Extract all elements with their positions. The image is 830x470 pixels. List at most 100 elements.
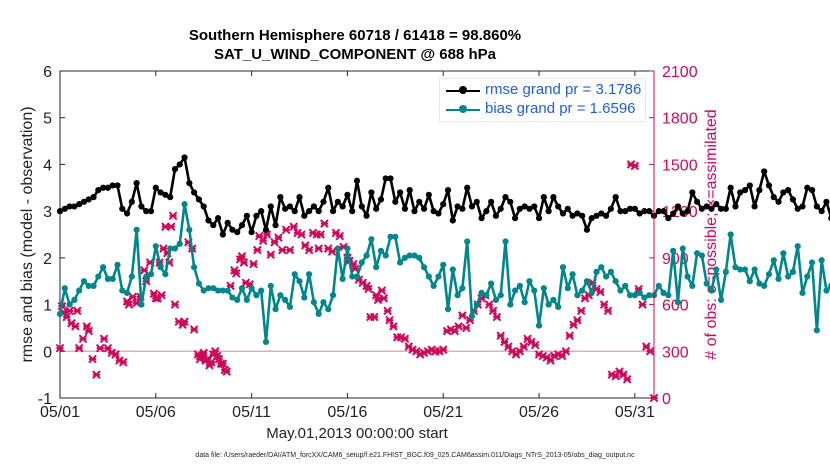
bias-point [401, 254, 409, 261]
rmse-point [416, 198, 423, 205]
legend-label-rmse: rmse grand pr = 3.1786 [485, 81, 642, 98]
rmse-point [464, 184, 471, 191]
obs-marker [316, 230, 325, 239]
bias-point [224, 287, 231, 294]
rmse-point [660, 208, 667, 215]
rmse-point [435, 210, 442, 217]
rmse-point [358, 203, 365, 210]
obs-marker [573, 315, 582, 325]
bias-point [808, 259, 816, 266]
bias-point [770, 257, 777, 264]
bias-point [397, 259, 404, 266]
bias-point [775, 275, 782, 282]
bias-point [238, 285, 246, 292]
rmse-point [655, 208, 662, 215]
rmse-point [147, 208, 155, 215]
rmse-point [253, 212, 260, 219]
obs-marker [638, 300, 647, 309]
bias-point [234, 296, 241, 303]
rmse-point [746, 182, 753, 189]
y-tick-label: 5 [43, 111, 52, 128]
bias-point [588, 289, 595, 296]
bias-point [310, 299, 317, 306]
bias-point [468, 313, 476, 320]
rmse-point [181, 154, 188, 161]
rmse-point [344, 191, 351, 198]
rmse-point [195, 196, 203, 203]
bias-point [325, 306, 332, 313]
rmse-point [507, 198, 514, 205]
bias-point [262, 338, 270, 346]
rmse-point [636, 210, 643, 217]
rmse-point [90, 194, 97, 201]
x-tick-label: 05/06 [136, 404, 176, 421]
y2-tick-label: 1500 [662, 157, 698, 174]
obs-marker [320, 219, 329, 228]
obs-marker [218, 359, 228, 369]
bias-point [291, 271, 298, 278]
rmse-point [555, 203, 562, 210]
obs-marker [239, 258, 249, 267]
rmse-point [382, 175, 389, 182]
bias-point [703, 280, 710, 287]
rmse-point [708, 205, 715, 212]
rmse-point [262, 226, 270, 233]
bias-point [109, 275, 116, 282]
rmse-point [392, 198, 399, 205]
chart-title: Southern Hemisphere 60718 / 61418 = 98.8… [188, 27, 522, 44]
bias-point [641, 294, 648, 301]
obs-marker [88, 354, 97, 364]
rmse-point [646, 208, 653, 215]
rmse-point [732, 203, 739, 210]
rmse-point [85, 196, 92, 203]
bias-point [483, 292, 490, 299]
bias-point [320, 299, 327, 306]
obs-marker [140, 266, 149, 275]
bias-point [550, 296, 557, 303]
rmse-point [588, 215, 595, 222]
obs-marker [237, 251, 247, 261]
x-tick-label: 05/11 [232, 404, 271, 421]
bias-point [210, 285, 217, 292]
obs-marker [622, 375, 632, 384]
bias-point [694, 250, 701, 257]
obs-marker [327, 247, 337, 256]
rmse-point [727, 184, 734, 191]
rmse-point [95, 187, 102, 194]
bias-point [579, 287, 586, 294]
obs-marker [253, 245, 262, 255]
rmse-point [602, 212, 610, 219]
bias-point [392, 233, 399, 240]
bias-point [751, 266, 758, 273]
obs-marker [285, 245, 295, 255]
rmse-point [502, 194, 509, 201]
bias-point [785, 273, 792, 280]
rmse-point [123, 210, 131, 217]
chart-subtitle: SAT_U_WIND_COMPONENT @ 688 hPa [214, 46, 496, 63]
bias-point [329, 292, 337, 299]
rmse-point [526, 205, 533, 212]
rmse-point [717, 205, 725, 212]
obs-marker [249, 259, 258, 269]
rmse-point [751, 203, 758, 210]
y2-tick-label: 2100 [662, 64, 698, 81]
bias-point [430, 282, 437, 289]
bias-point [655, 282, 662, 289]
bias-point [535, 322, 543, 329]
rmse-point [497, 205, 504, 212]
obs-marker [210, 346, 220, 356]
obs-marker [603, 306, 613, 316]
rmse-series [56, 154, 830, 238]
bias-point [440, 261, 447, 268]
bias-point [363, 252, 370, 259]
bias-point [100, 264, 107, 271]
bias-point [646, 292, 653, 299]
bias-point [780, 250, 787, 257]
rmse-point [205, 217, 212, 224]
obs-marker [458, 311, 467, 320]
y-tick-label: 3 [43, 204, 52, 221]
obs-marker [496, 331, 506, 341]
bias-point [617, 287, 624, 294]
rmse-point [631, 205, 638, 212]
legend-marker-bias [459, 105, 467, 113]
